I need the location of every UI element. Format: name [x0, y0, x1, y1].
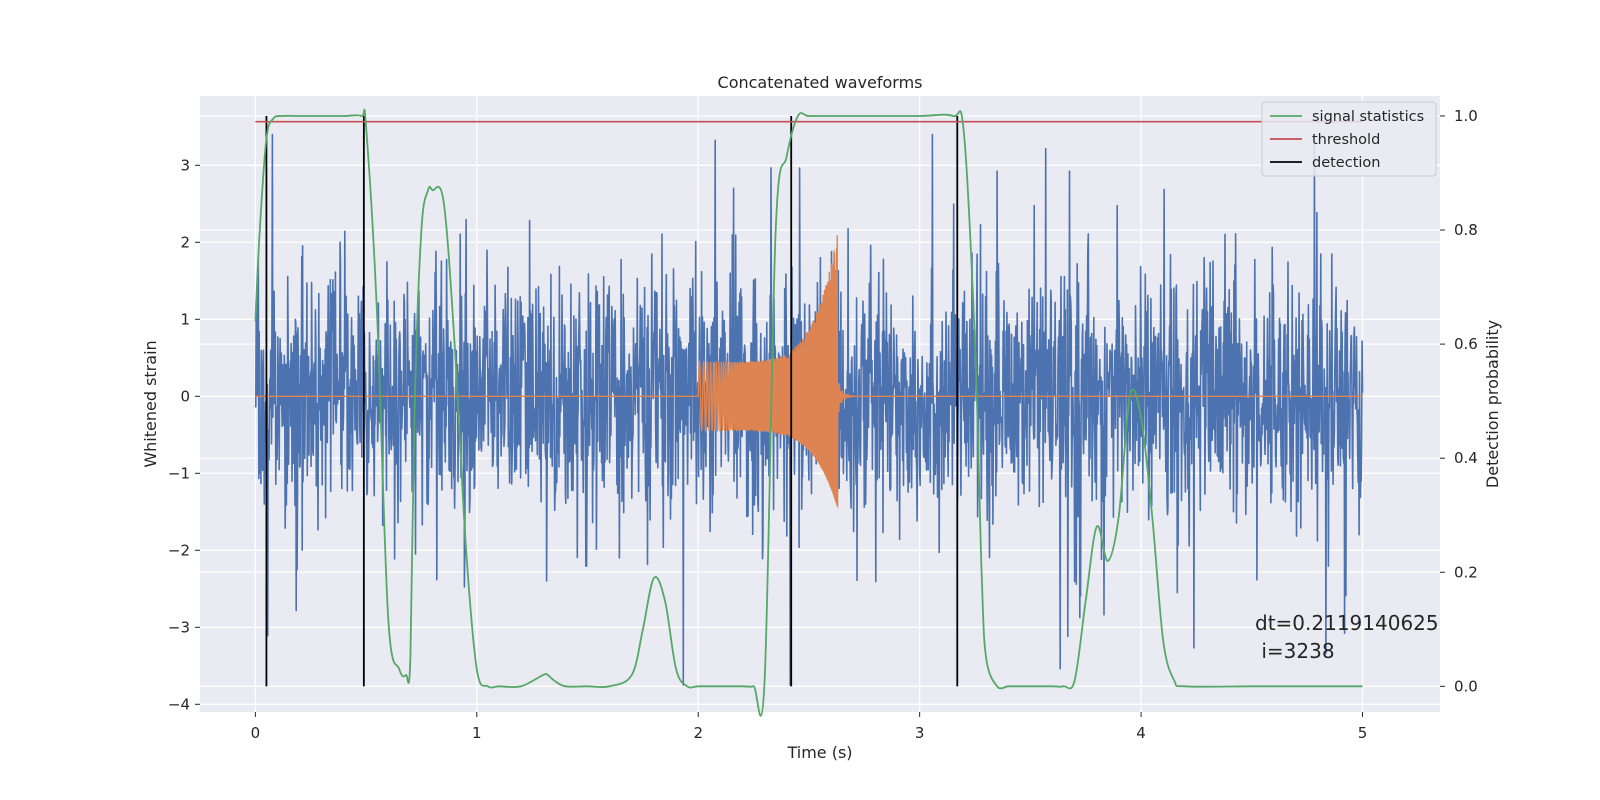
y2-tick-label: 0.8: [1454, 221, 1478, 239]
probability-series: [254, 108, 1363, 717]
x-tick-label: 5: [1358, 724, 1368, 742]
y2-axis-label: Detection probability: [1483, 320, 1502, 488]
strain-series: [254, 133, 1364, 686]
legend-label-detection: detection: [1312, 155, 1380, 171]
y2-tick-label: 0.2: [1454, 563, 1478, 581]
y-tick-label: −2: [168, 541, 190, 559]
chart-title: Concatenated waveforms: [718, 73, 923, 92]
axes: 0 1 2 3 4 5 −4 −3 −2 −1 0 1 2 3 0.0 0.2 0.4 0.6 0.8 1.0: [168, 107, 1478, 742]
y2-tick-label: 1.0: [1454, 107, 1478, 125]
y2-tick-label: 0.0: [1454, 677, 1478, 695]
y-tick-label: 3: [180, 156, 190, 174]
x-tick-label: 3: [915, 724, 925, 742]
x-tick-label: 2: [693, 724, 703, 742]
x-axis-label: Time (s): [786, 743, 852, 762]
y-tick-label: 1: [180, 310, 190, 328]
series-line-signal-statistics: [254, 108, 1363, 717]
y-tick-label: −1: [168, 464, 190, 482]
y-tick-label: −4: [168, 695, 190, 713]
y-tick-label: 0: [180, 387, 190, 405]
annotation-dt: dt=0.2119140625: [1255, 611, 1439, 635]
legend-label-signal-statistics: signal statistics: [1312, 109, 1424, 125]
y-tick-label: −3: [168, 618, 190, 636]
y-tick-label: 2: [180, 233, 190, 251]
legend-box: [1261, 101, 1437, 177]
annotation-index: i=3238: [1255, 639, 1335, 663]
y2-tick-label: 0.4: [1454, 449, 1478, 467]
series-line-whitened-strain: [254, 133, 1364, 686]
legend-label-threshold: threshold: [1312, 132, 1380, 148]
x-tick-label: 4: [1136, 724, 1146, 742]
x-tick-label: 1: [472, 724, 482, 742]
y2-tick-label: 0.6: [1454, 335, 1478, 353]
y-axis-label: Whitened strain: [141, 340, 160, 467]
x-tick-label: 0: [251, 724, 261, 742]
legend: signal statistics threshold detection: [1261, 101, 1437, 177]
